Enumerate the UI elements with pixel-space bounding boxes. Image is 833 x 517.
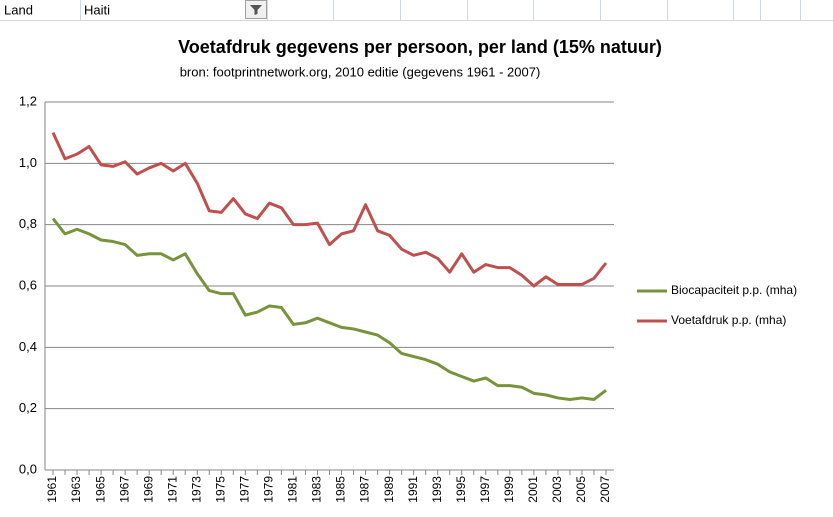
y-tick-label: 0,2: [19, 400, 37, 415]
chart-title: Voetafdruk gegevens per persoon, per lan…: [178, 37, 662, 57]
x-tick-label: 1983: [310, 476, 324, 503]
y-tick-label: 1,0: [19, 155, 37, 170]
x-tick-label: 1963: [69, 476, 83, 503]
x-tick-label: 2005: [574, 476, 588, 503]
x-tick-label: 1979: [262, 476, 276, 503]
filter-button[interactable]: [245, 0, 267, 19]
x-tick-label: 1991: [406, 476, 420, 503]
legend-label: Voetafdruk p.p. (mha): [671, 313, 786, 327]
chart-subtitle: bron: footprintnetwork.org, 2010 editie …: [180, 64, 541, 79]
y-tick-label: 1,2: [19, 93, 37, 108]
data-line: [51, 132, 608, 288]
data-line: [51, 217, 607, 401]
x-tick-label: 1961: [45, 476, 59, 503]
x-tick-label: 1965: [93, 476, 107, 503]
x-tick-label: 1987: [358, 476, 372, 503]
x-tick-label: 1971: [165, 476, 179, 503]
x-tick-label: 1967: [117, 476, 131, 503]
x-tick-label: 1975: [213, 476, 227, 503]
y-tick-label: 0,8: [19, 216, 37, 231]
filter-field: Land: [4, 2, 33, 17]
filter-icon[interactable]: [250, 5, 262, 15]
x-tick-label: 2001: [526, 476, 540, 503]
x-tick-label: 1997: [478, 476, 492, 503]
x-tick-label: 2007: [598, 476, 612, 503]
x-tick-label: 2003: [550, 476, 564, 503]
y-tick-label: 0,6: [19, 277, 37, 292]
x-tick-label: 1985: [334, 476, 348, 503]
x-tick-label: 1969: [141, 476, 155, 503]
y-tick-label: 0,4: [19, 339, 37, 354]
x-tick-label: 1995: [454, 476, 468, 503]
x-tick-label: 1989: [382, 476, 396, 503]
x-tick-label: 1981: [286, 476, 300, 503]
x-tick-label: 1993: [430, 476, 444, 503]
filter-value: Haiti: [84, 2, 110, 17]
x-tick-label: 1977: [238, 476, 252, 503]
y-tick-label: 0,0: [19, 461, 37, 476]
legend-label: Biocapaciteit p.p. (mha): [671, 283, 797, 297]
cell-grid: [0, 0, 833, 21]
x-tick-label: 1973: [189, 476, 203, 503]
x-tick-label: 1999: [502, 476, 516, 503]
